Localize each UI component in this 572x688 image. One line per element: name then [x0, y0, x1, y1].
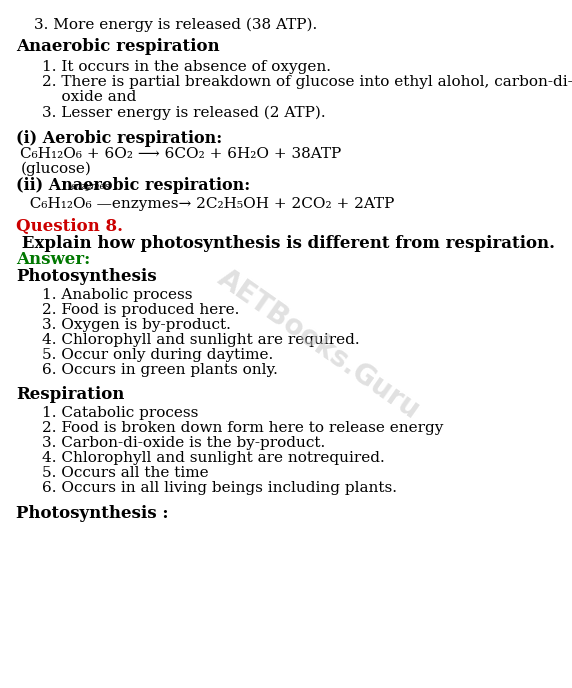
Text: 1. Anabolic process: 1. Anabolic process — [42, 288, 193, 302]
Text: 1. It occurs in the absence of oxygen.: 1. It occurs in the absence of oxygen. — [42, 60, 331, 74]
Text: Explain how photosynthesis is different from respiration.: Explain how photosynthesis is different … — [16, 235, 555, 252]
Text: (ii) Anaerobic respiration:: (ii) Anaerobic respiration: — [16, 177, 250, 194]
Text: Respiration: Respiration — [16, 386, 124, 403]
Text: 1. Catabolic process: 1. Catabolic process — [42, 406, 198, 420]
Text: Anaerobic respiration: Anaerobic respiration — [16, 39, 220, 55]
Text: oxide and: oxide and — [42, 90, 137, 104]
Text: 3. Lesser energy is released (2 ATP).: 3. Lesser energy is released (2 ATP). — [42, 105, 326, 120]
Text: (glucose): (glucose) — [21, 162, 91, 176]
Text: 6. Occurs in green plants only.: 6. Occurs in green plants only. — [42, 363, 278, 377]
Text: 6. Occurs in all living beings including plants.: 6. Occurs in all living beings including… — [42, 481, 398, 495]
Text: 3. Carbon-di-oxide is the by-product.: 3. Carbon-di-oxide is the by-product. — [42, 436, 325, 450]
Text: C₆H₁₂O₆ —enzymes→ 2C₂H₅OH + 2CO₂ + 2ATP: C₆H₁₂O₆ —enzymes→ 2C₂H₅OH + 2CO₂ + 2ATP — [21, 197, 395, 211]
Text: AETBooks.Guru: AETBooks.Guru — [212, 264, 426, 424]
Text: 5. Occurs all the time: 5. Occurs all the time — [42, 466, 209, 480]
Text: 3. Oxygen is by-product.: 3. Oxygen is by-product. — [42, 318, 231, 332]
Text: 5. Occur only during daytime.: 5. Occur only during daytime. — [42, 348, 273, 362]
Text: Question 8.: Question 8. — [16, 218, 123, 235]
Text: 4. Chlorophyll and sunlight are required.: 4. Chlorophyll and sunlight are required… — [42, 333, 360, 347]
Text: 3. More energy is released (38 ATP).: 3. More energy is released (38 ATP). — [34, 18, 317, 32]
Text: Answer:: Answer: — [16, 251, 90, 268]
Text: 2. Food is broken down form here to release energy: 2. Food is broken down form here to rele… — [42, 421, 444, 435]
Text: 2. There is partial breakdown of glucose into ethyl alohol, carbon-di-: 2. There is partial breakdown of glucose… — [42, 75, 572, 89]
Text: (i) Aerobic respiration:: (i) Aerobic respiration: — [16, 130, 222, 147]
Text: enzymes: enzymes — [71, 182, 110, 191]
Text: 2. Food is produced here.: 2. Food is produced here. — [42, 303, 240, 317]
Text: 4. Chlorophyll and sunlight are notrequired.: 4. Chlorophyll and sunlight are notrequi… — [42, 451, 385, 465]
Text: C₆H₁₂O₆ + 6O₂ ⟶ 6CO₂ + 6H₂O + 38ATP: C₆H₁₂O₆ + 6O₂ ⟶ 6CO₂ + 6H₂O + 38ATP — [21, 147, 341, 161]
Text: Photosynthesis: Photosynthesis — [16, 268, 157, 285]
Text: Photosynthesis :: Photosynthesis : — [16, 505, 168, 522]
